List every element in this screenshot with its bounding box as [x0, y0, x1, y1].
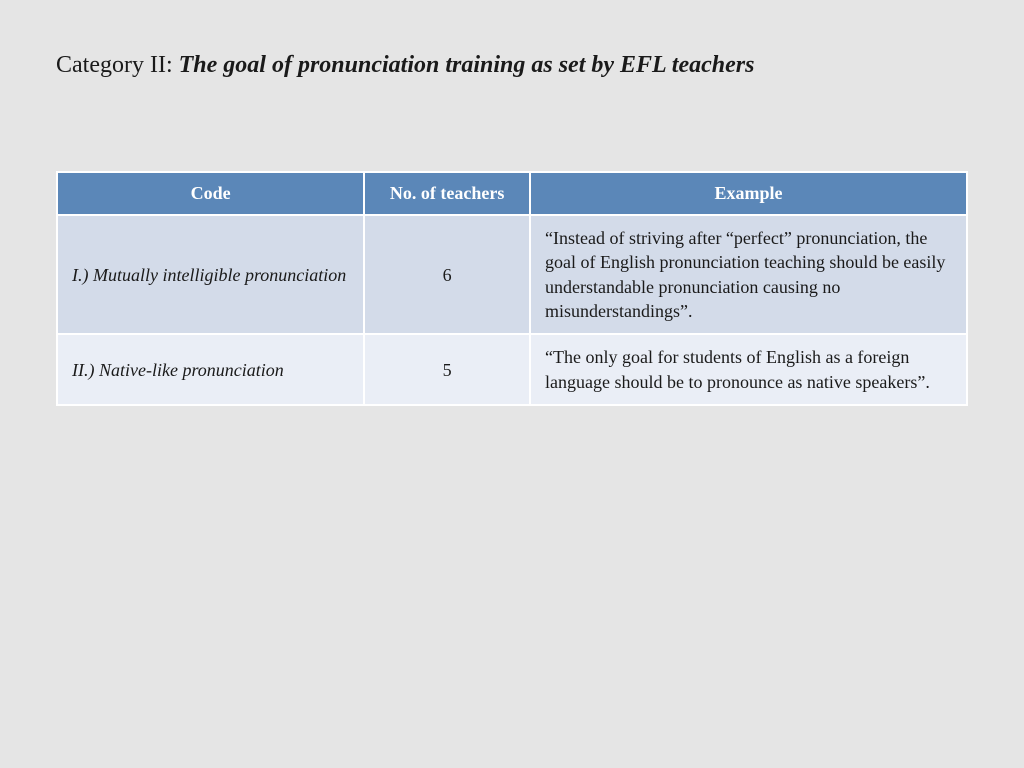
header-row: Code No. of teachers Example	[58, 173, 966, 214]
cell-example: “Instead of striving after “perfect” pro…	[531, 216, 966, 333]
col-code: Code	[58, 173, 363, 214]
col-num: No. of teachers	[365, 173, 529, 214]
title-main: The goal of pronunciation training as se…	[179, 52, 755, 78]
cell-code: I.) Mutually intelligible pronunciation	[58, 216, 363, 333]
table-row: II.) Native-like pronunciation 5 “The on…	[58, 335, 966, 404]
col-example: Example	[531, 173, 966, 214]
title-prefix: Category II:	[56, 52, 179, 78]
codes-table: Code No. of teachers Example I.) Mutuall…	[56, 171, 968, 406]
table-row: I.) Mutually intelligible pronunciation …	[58, 216, 966, 333]
cell-example: “The only goal for students of English a…	[531, 335, 966, 404]
slide-title: Category II: The goal of pronunciation t…	[56, 50, 968, 81]
cell-num: 6	[365, 216, 529, 333]
cell-code: II.) Native-like pronunciation	[58, 335, 363, 404]
cell-num: 5	[365, 335, 529, 404]
